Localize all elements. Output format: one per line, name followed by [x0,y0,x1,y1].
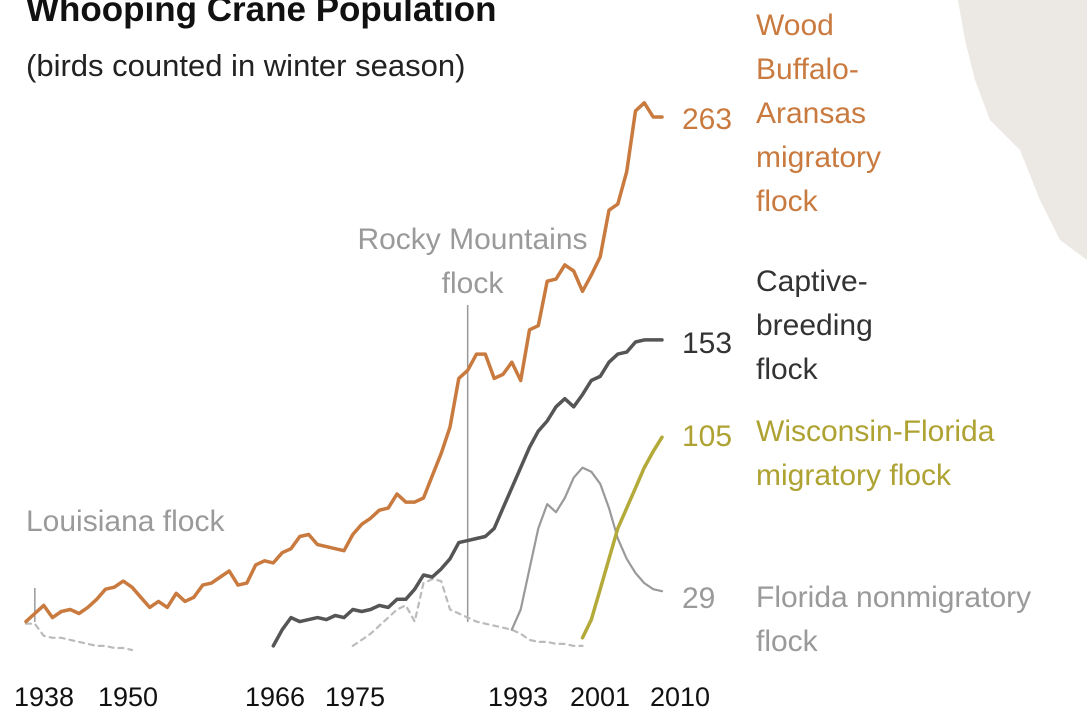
label-wisconsin-florida-flock: Wisconsin-Florida migratory flock [756,410,994,498]
label-line: Florida nonmigratory [756,581,1032,614]
label-line: Wisconsin-Florida [756,415,995,448]
x-tick-label: 1993 [487,682,549,712]
series-line-louisiana [24,622,134,652]
label-wood-buffalo-flock: Wood Buffalo- Aransas migratory flock [756,4,881,224]
x-tick-label: 2010 [649,682,711,712]
x-tick-label: 1966 [244,682,306,712]
label-line: Louisiana flock [26,505,225,538]
label-line: flock [441,267,504,300]
end-value-captive-breeding: 153 [682,327,733,360]
label-captive-breeding-flock: Captive-breeding flock [756,260,873,392]
series-line-florida-nonmigratory [510,466,664,631]
label-rocky-mountains-flock: Rocky Mountains flock [330,218,615,306]
label-line: Aransas [756,97,867,130]
x-tick-label: 2001 [569,682,631,712]
label-line: Wood [756,9,834,42]
label-line: flock [756,625,818,658]
label-line: Buffalo- [756,53,859,86]
x-tick-label: 1975 [324,682,386,712]
label-line: migratory [756,141,882,174]
x-tick-label: 1938 [13,682,75,712]
label-line: Captive- [756,265,868,298]
label-line: flock [756,185,818,218]
label-line: flock [756,353,818,386]
label-line: breeding [756,309,873,342]
label-line: migratory flock [756,459,952,492]
series-line-captive-breeding [271,338,664,648]
label-florida-nonmigratory-flock: Florida nonmigratory flock [756,576,1031,664]
series-line-wood-buffalo [24,101,664,624]
chart-title: Whooping Crane Population [26,0,497,29]
end-value-florida-nonmigratory: 29 [682,582,716,615]
end-value-wood-buffalo: 263 [682,103,733,136]
label-louisiana-flock: Louisiana flock [26,500,224,544]
series-line-wisconsin-florida [580,435,664,640]
label-line: Rocky Mountains [357,223,588,256]
series-line-rocky-mountains [351,577,584,648]
chart-subtitle: (birds counted in winter season) [26,48,466,83]
x-tick-label: 1950 [97,682,159,712]
end-value-wisconsin-florida: 105 [682,420,733,453]
